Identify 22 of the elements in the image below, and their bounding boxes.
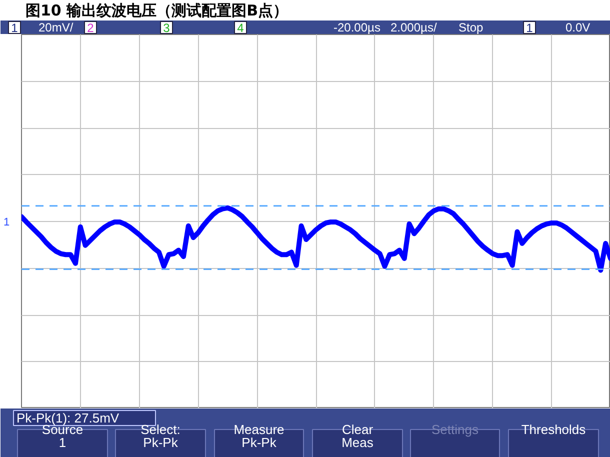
text: -20.00µs [334,20,380,34]
text: Stop [458,20,484,34]
text: Clear [342,422,374,437]
text: Measure [234,422,284,437]
text: 1 [11,21,18,35]
chart-title: 图10 输出纹波电压（测试配置图B点） [26,2,288,20]
text: 3 [163,21,170,35]
text: 1 [58,435,66,450]
text: 1 [526,21,534,35]
text: 2.000µs/ [390,20,438,34]
text: 20mV/ [38,20,74,34]
text: Pk-Pk [242,435,277,450]
text: 0.0V [566,20,590,34]
text: Meas [342,435,374,450]
text: Settings [432,422,479,437]
text: 2 [87,21,94,35]
text: Pk-Pk [143,435,178,450]
text: Pk-Pk(1): 27.5mV [16,410,120,426]
text: Thresholds [521,422,586,437]
text: 1 [4,216,10,228]
text: 4 [237,21,244,35]
text: Select: [140,422,180,437]
